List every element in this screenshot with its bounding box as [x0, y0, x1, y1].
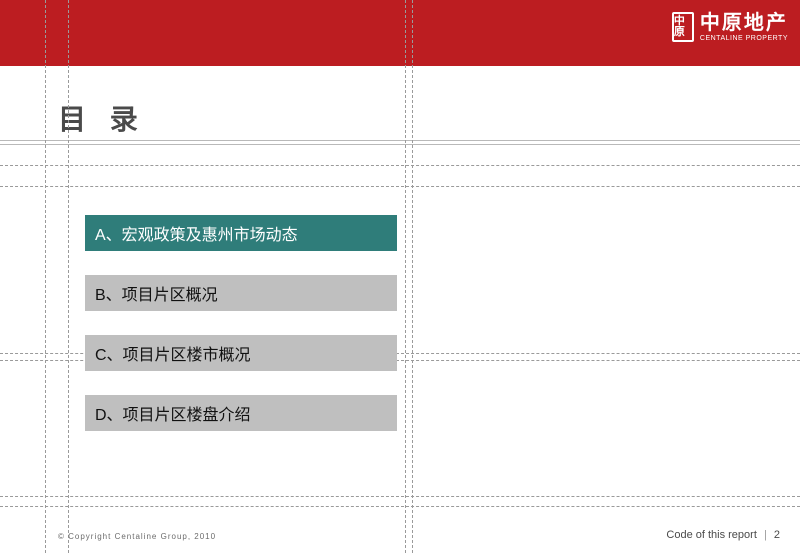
- toc-item-label: B、项目片区概况: [95, 281, 218, 305]
- toc-item-d: D、项目片区楼盘介绍: [85, 395, 397, 431]
- toc-item-b: B、项目片区概况: [85, 275, 397, 311]
- logo-main-text: 中原地产: [700, 12, 788, 34]
- guide-v: [405, 0, 406, 553]
- footer-code-label: Code of this report: [666, 529, 757, 541]
- toc-item-c: C、项目片区楼市概况: [85, 335, 397, 371]
- header-band: 中原 中原地产 CENTALINE PROPERTY: [0, 0, 800, 66]
- guide-h: [0, 506, 800, 507]
- toc-list: A、宏观政策及惠州市场动态 B、项目片区概况 C、项目片区楼市概况 D、项目片区…: [85, 215, 397, 431]
- guide-h: [0, 165, 800, 166]
- guide-h: [0, 496, 800, 497]
- toc-item-label: C、项目片区楼市概况: [95, 341, 251, 365]
- footer-page-code: Code of this report | 2: [666, 529, 780, 541]
- guide-v: [412, 0, 413, 553]
- slide-page: 中原 中原地产 CENTALINE PROPERTY 目 录 A、宏观政策及惠州…: [0, 0, 800, 553]
- guide-v: [68, 0, 69, 553]
- toc-item-label: A、宏观政策及惠州市场动态: [95, 221, 298, 245]
- toc-item-a: A、宏观政策及惠州市场动态: [85, 215, 397, 251]
- footer-copyright: © Copyright Centaline Group, 2010: [58, 532, 216, 541]
- toc-item-label: D、项目片区楼盘介绍: [95, 401, 251, 425]
- footer-separator: |: [764, 529, 767, 541]
- guide-h: [0, 186, 800, 187]
- footer-page-number: 2: [774, 529, 780, 541]
- title-rule-2: [0, 144, 800, 145]
- logo-sub-text: CENTALINE PROPERTY: [700, 35, 788, 42]
- logo-mark-icon: 中原: [672, 12, 694, 42]
- title-rule-1: [0, 140, 800, 141]
- guide-v: [45, 0, 46, 553]
- toc-title: 目 录: [58, 98, 146, 138]
- brand-logo: 中原 中原地产 CENTALINE PROPERTY: [672, 12, 788, 42]
- logo-text: 中原地产 CENTALINE PROPERTY: [700, 12, 788, 42]
